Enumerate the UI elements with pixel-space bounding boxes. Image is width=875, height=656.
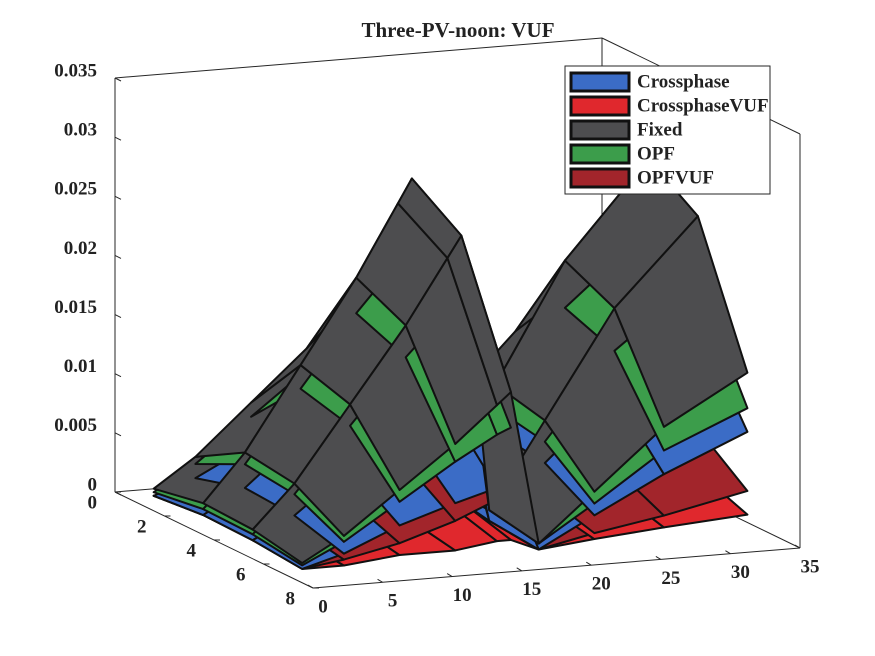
x-tick-label: 10 — [453, 585, 472, 606]
x-tick — [655, 555, 662, 560]
legend-label: Fixed — [637, 119, 683, 140]
legend: Crossphase CrossphaseVUF Fixed OPF OPFVUF — [564, 65, 771, 195]
axis-box — [312, 547, 801, 589]
x-tick-label: 35 — [801, 556, 820, 577]
y-tick-label: 2 — [137, 516, 147, 537]
x-tick — [377, 578, 383, 583]
x-tick — [446, 573, 453, 578]
y-tick-label: 0 — [88, 492, 98, 513]
z-tick-label: 0.02 — [64, 238, 97, 259]
legend-label: CrossphaseVUF — [637, 95, 769, 116]
legend-swatch — [569, 95, 631, 117]
x-tick-label: 30 — [731, 562, 750, 583]
legend-swatch — [569, 143, 631, 165]
z-tick-label: 0.03 — [64, 120, 97, 141]
x-tick — [586, 561, 592, 566]
z-tick-label: 0.01 — [64, 356, 97, 377]
z-tick — [114, 136, 122, 141]
legend-swatch — [569, 71, 631, 93]
z-tick — [114, 77, 122, 82]
x-tick-label: 20 — [592, 574, 611, 595]
x-tick-label: 0 — [318, 596, 328, 617]
legend-label: OPF — [637, 143, 675, 164]
z-tick — [114, 373, 122, 378]
z-tick — [114, 314, 122, 319]
x-tick-label: 5 — [388, 591, 398, 612]
z-tick — [114, 254, 122, 259]
x-tick-label: 25 — [661, 568, 680, 589]
z-tick — [114, 195, 122, 200]
z-tick-label: 0 — [88, 474, 98, 495]
axis-box — [114, 37, 603, 79]
z-tick — [114, 432, 122, 437]
z-tick-label: 0.005 — [54, 415, 97, 436]
x-tick — [794, 544, 801, 549]
legend-swatch — [569, 119, 631, 141]
surface-cell — [613, 215, 749, 428]
y-tick-label: 6 — [236, 564, 246, 585]
x-tick — [725, 550, 731, 555]
chart-title: Three-PV-noon: VUF — [361, 18, 554, 42]
x-tick — [516, 567, 522, 572]
z-tick-label: 0.015 — [54, 297, 97, 318]
legend-swatch — [569, 167, 631, 189]
x-tick — [307, 584, 314, 589]
y-tick-label: 4 — [187, 540, 197, 561]
legend-label: OPFVUF — [637, 167, 714, 188]
z-tick-label: 0.035 — [54, 60, 97, 81]
z-tick-label: 0.025 — [54, 179, 97, 200]
legend-label: Crossphase — [637, 71, 730, 92]
surface-cell — [446, 234, 512, 407]
y-tick-label: 8 — [286, 588, 296, 609]
x-tick-label: 15 — [522, 579, 541, 600]
